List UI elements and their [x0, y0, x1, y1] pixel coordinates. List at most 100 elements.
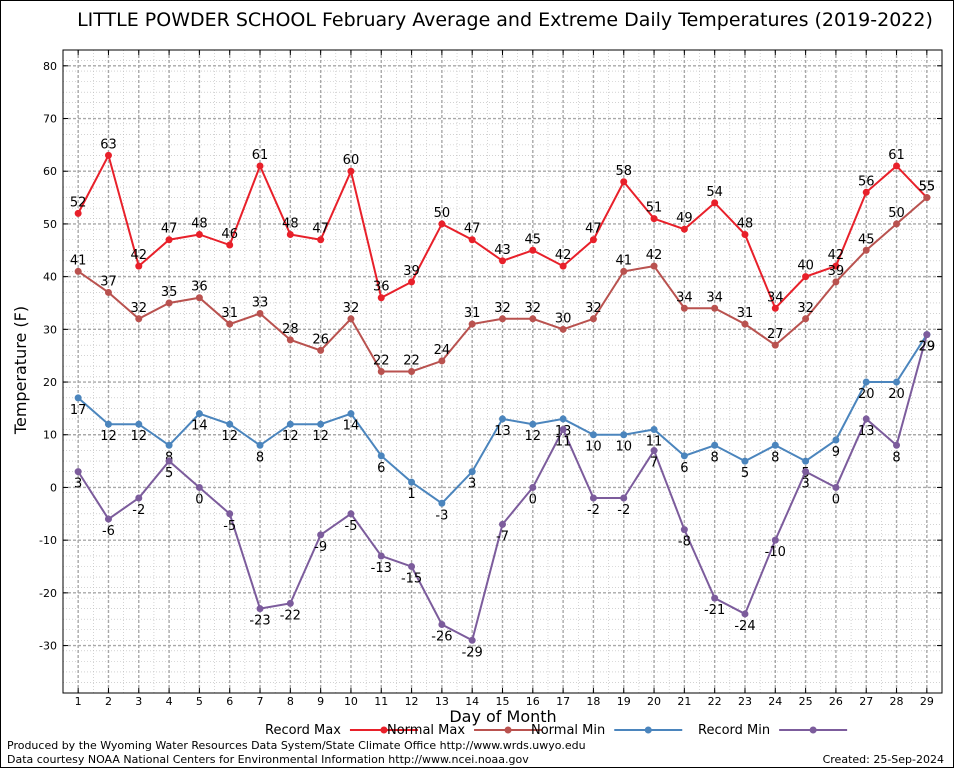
- normal-max-data-label: 55: [919, 180, 936, 195]
- record-max-point: [135, 262, 143, 270]
- footer-produced-by: Produced by the Wyoming Water Resources …: [7, 739, 586, 752]
- record-min-data-label: -2: [617, 503, 630, 518]
- record-max-point: [620, 178, 628, 186]
- normal-min-point: [377, 452, 385, 460]
- record-min-point: [741, 610, 749, 618]
- legend-label-record-min: Record Min: [698, 723, 770, 738]
- y-tick-label: 30: [43, 323, 57, 336]
- normal-min-point: [286, 420, 294, 428]
- normal-max-data-label: 24: [434, 343, 451, 358]
- record-min-point: [347, 510, 355, 518]
- record-max-data-label: 51: [646, 201, 663, 216]
- x-tick-label: 5: [196, 695, 203, 708]
- normal-min-point: [711, 441, 719, 449]
- x-tick-label: 24: [768, 695, 782, 708]
- x-tick-label: 8: [287, 695, 294, 708]
- normal-min-data-label: 12: [100, 429, 117, 444]
- record-max-point: [559, 262, 567, 270]
- normal-min-data-label: 5: [741, 466, 749, 481]
- normal-min-point: [226, 420, 234, 428]
- record-max-data-label: 56: [858, 174, 875, 189]
- record-max-data-label: 42: [131, 248, 148, 263]
- x-axis-label: Day of Month: [449, 707, 556, 726]
- record-min-point: [195, 483, 203, 491]
- x-tick-label: 23: [738, 695, 752, 708]
- record-max-data-label: 48: [191, 216, 208, 231]
- normal-min-data-label: 14: [343, 419, 360, 434]
- record-max-data-label: 42: [555, 248, 572, 263]
- normal-min-point: [104, 420, 112, 428]
- normal-max-point: [286, 336, 294, 344]
- record-max-point: [589, 236, 597, 244]
- normal-min-point: [408, 478, 416, 486]
- x-tick-label: 1: [75, 695, 82, 708]
- x-tick-label: 12: [405, 695, 419, 708]
- normal-max-point: [408, 368, 416, 375]
- legend-marker-normal-max: [504, 726, 512, 734]
- normal-max-data-label: 31: [737, 306, 754, 321]
- normal-min-data-label: 10: [615, 440, 632, 455]
- record-min-data-label: 11: [555, 434, 572, 449]
- normal-min-point: [741, 457, 749, 465]
- y-tick-label: 10: [43, 429, 57, 442]
- record-max-data-label: 47: [161, 222, 178, 237]
- normal-max-point: [438, 357, 446, 365]
- record-max-data-label: 42: [828, 248, 845, 263]
- record-min-data-label: 0: [529, 492, 537, 507]
- x-tick-label: 14: [465, 695, 479, 708]
- normal-min-data-label: 9: [832, 445, 840, 460]
- record-min-point: [226, 510, 234, 518]
- normal-min-point: [620, 431, 628, 439]
- normal-max-data-label: 32: [131, 301, 148, 316]
- y-tick-label: 70: [43, 113, 57, 126]
- normal-min-data-label: 6: [377, 461, 385, 476]
- record-max-point: [286, 230, 294, 238]
- record-min-data-label: -21: [704, 603, 725, 618]
- record-min-point: [802, 468, 810, 476]
- record-max-data-label: 49: [676, 211, 693, 226]
- normal-max-point: [589, 315, 597, 323]
- record-min-point: [408, 563, 416, 571]
- normal-max-data-label: 32: [494, 301, 511, 316]
- record-max-data-label: 36: [373, 280, 390, 295]
- normal-max-point: [317, 346, 325, 354]
- normal-max-point: [832, 278, 840, 286]
- normal-max-point: [862, 246, 870, 254]
- record-max-data-label: 61: [252, 148, 269, 163]
- legend-label-record-max: Record Max: [265, 723, 341, 738]
- x-tick-label: 11: [374, 695, 388, 708]
- legend-marker-record-min: [809, 726, 817, 734]
- record-min-data-label: 3: [801, 477, 809, 492]
- normal-max-point: [711, 304, 719, 312]
- normal-max-data-label: 36: [191, 280, 208, 295]
- normal-min-point: [680, 452, 688, 460]
- record-max-point: [711, 199, 719, 207]
- normal-max-data-label: 39: [828, 264, 845, 279]
- record-min-data-label: -5: [223, 519, 236, 534]
- normal-max-point: [741, 320, 749, 328]
- normal-min-point: [438, 499, 446, 507]
- record-min-data-label: 0: [195, 492, 203, 507]
- normal-max-point: [923, 194, 931, 202]
- record-max-data-label: 63: [100, 137, 117, 152]
- normal-max-data-label: 41: [70, 253, 87, 268]
- y-tick-label: 80: [43, 60, 57, 73]
- record-max-data-label: 43: [494, 243, 511, 258]
- normal-max-data-label: 32: [343, 301, 360, 316]
- record-max-data-label: 48: [282, 216, 299, 231]
- x-tick-label: 26: [829, 695, 843, 708]
- record-min-point: [893, 441, 901, 449]
- normal-max-point: [165, 299, 173, 307]
- record-max-data-label: 60: [343, 153, 360, 168]
- record-max-data-label: 55: [919, 180, 936, 195]
- normal-max-data-label: 42: [646, 248, 663, 263]
- record-max-data-label: 47: [585, 222, 602, 237]
- record-min-point: [104, 515, 112, 523]
- x-tick-label: 17: [556, 695, 570, 708]
- normal-max-data-label: 37: [100, 274, 117, 289]
- normal-min-data-label: 8: [711, 450, 719, 465]
- record-min-point: [650, 447, 658, 455]
- x-tick-label: 7: [257, 695, 264, 708]
- normal-max-data-label: 32: [585, 301, 602, 316]
